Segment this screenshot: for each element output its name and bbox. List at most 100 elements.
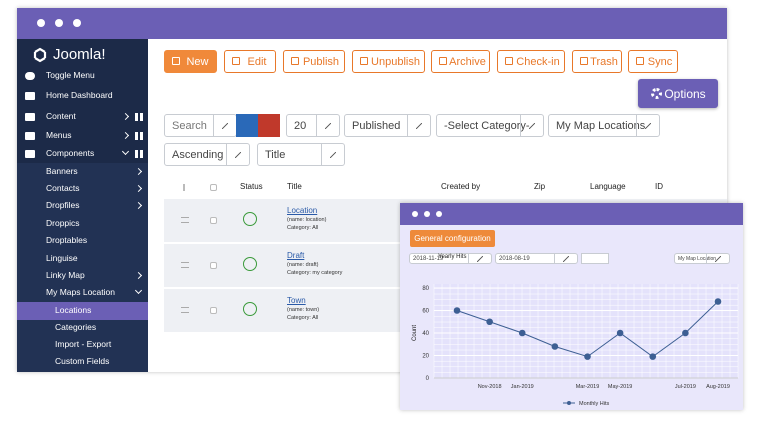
row-title[interactable]: Draft [287, 251, 305, 260]
sidebar-item[interactable]: Linky Map [46, 270, 85, 280]
gear-icon [651, 88, 662, 99]
column-header: Status [240, 182, 263, 191]
status-icon[interactable] [243, 257, 257, 271]
sidebar-item[interactable]: Dropfiles [46, 200, 80, 210]
toolbar-button[interactable]: Sync [628, 50, 678, 73]
column-header: Zip [534, 182, 546, 191]
data-point [551, 343, 559, 350]
sidebar-icon [25, 113, 35, 121]
sidebar-item[interactable]: Droptables [46, 235, 88, 245]
data-point [682, 329, 689, 337]
toolbar-button[interactable]: Unpublish [352, 50, 425, 73]
y-tick-label: 0 [426, 376, 430, 382]
toolbar-button[interactable]: Trash [572, 50, 622, 73]
drag-handle [181, 262, 189, 268]
row-category: Category: All [287, 315, 319, 321]
toolbar-button[interactable]: Archive [431, 50, 490, 73]
filter-select[interactable]: Published [344, 114, 431, 137]
x-tick-label: Jan-2019 [511, 384, 534, 390]
column-header: Title [287, 182, 302, 191]
toolbar-button[interactable]: Check-in [497, 50, 565, 73]
sidebar-item[interactable]: Banners [46, 166, 78, 176]
sidebar-item[interactable]: Locations [55, 305, 92, 315]
data-point [518, 329, 526, 337]
search-button[interactable] [236, 114, 258, 137]
toolbar-button[interactable]: New [164, 50, 217, 73]
button-icon [505, 57, 513, 65]
data-point [714, 298, 722, 305]
popup-title-bar [400, 203, 743, 225]
row-category: Category: my category [287, 270, 343, 276]
data-point [453, 307, 461, 314]
y-tick-label: 40 [422, 331, 429, 337]
data-point [616, 329, 624, 337]
sidebar-item[interactable]: Custom Fields [55, 356, 110, 366]
data-point [486, 318, 493, 326]
search-input[interactable]: Search [164, 114, 237, 137]
options-button[interactable]: Options [638, 79, 718, 108]
row-checkbox[interactable] [210, 307, 217, 314]
sidebar-item[interactable]: Categories [55, 322, 97, 332]
row-checkbox[interactable] [210, 217, 217, 224]
legend-label: Monthly Hits [579, 401, 610, 407]
header-checkbox [210, 184, 217, 191]
row-title[interactable]: Location [287, 206, 318, 215]
y-tick-label: 60 [422, 309, 429, 315]
x-tick-label: Aug-2019 [706, 384, 730, 390]
sidebar-item[interactable]: Contacts [46, 183, 80, 193]
status-icon[interactable] [243, 302, 257, 316]
popup-window: General configuration 2018-11-19 2018-08… [400, 203, 743, 410]
sidebar-item[interactable]: Content [46, 111, 76, 121]
sidebar-item[interactable]: Toggle Menu [46, 70, 95, 80]
sidebar-item[interactable]: Droppics [46, 218, 80, 228]
column-header: Language [590, 182, 626, 191]
sidebar-icon [25, 150, 35, 158]
row-name: (name: town) [287, 307, 320, 313]
date-from[interactable]: 2018-11-19 [409, 253, 492, 264]
logo-icon [33, 47, 47, 62]
data-point [649, 353, 657, 360]
sidebar-icon [25, 132, 35, 140]
sidebar-icon [25, 92, 35, 100]
filter-select[interactable]: Title [257, 143, 345, 166]
sidebar-item[interactable]: Home Dashboard [46, 90, 113, 100]
grid-icon [135, 132, 143, 140]
logo-text: Joomla! [53, 46, 106, 63]
filter-select[interactable]: My Map Locations [548, 114, 660, 137]
button-icon [291, 57, 299, 65]
chart: Yearly Hits Count 0 20 40 60 80 Nov-2018 Jan-201… [412, 254, 739, 407]
row-category: Category: All [287, 225, 319, 231]
button-icon [580, 57, 588, 65]
config-button[interactable]: General configuration [410, 230, 495, 247]
search-buttons[interactable] [581, 253, 609, 264]
x-tick-label: Mar-2019 [576, 384, 600, 390]
filter-select[interactable]: -Select Category- [436, 114, 544, 137]
filter-select[interactable]: 20 [286, 114, 340, 137]
sidebar-item[interactable]: Menus [46, 130, 72, 140]
sidebar-item[interactable]: Components [46, 148, 95, 158]
toolbar-button[interactable]: Publish [283, 50, 345, 73]
status-icon[interactable] [243, 212, 257, 226]
date-to[interactable]: 2018-08-19 [495, 253, 578, 264]
sidebar-icon [25, 72, 35, 80]
button-icon [172, 57, 180, 65]
button-icon [439, 57, 447, 65]
filter-select[interactable]: Ascending [164, 143, 250, 166]
drag-handle [181, 307, 189, 313]
map-select[interactable]: My Map Location [674, 253, 730, 264]
grid-icon [135, 113, 143, 121]
sidebar-item[interactable]: Import - Export [55, 339, 112, 349]
button-icon [636, 57, 644, 65]
column-header: ID [655, 182, 663, 191]
y-axis-label: Count [412, 325, 418, 341]
y-tick-label: 20 [422, 354, 429, 360]
row-title[interactable]: Town [287, 296, 306, 305]
button-icon [360, 57, 368, 65]
row-checkbox[interactable] [210, 262, 217, 269]
toolbar-button[interactable]: Edit [224, 50, 276, 73]
sidebar-item[interactable]: My Maps Location [46, 287, 115, 297]
x-tick-label: May-2019 [608, 384, 632, 390]
y-tick-label: 80 [422, 286, 429, 292]
sidebar-item[interactable]: Linguise [46, 253, 78, 263]
clear-button[interactable] [258, 114, 280, 137]
